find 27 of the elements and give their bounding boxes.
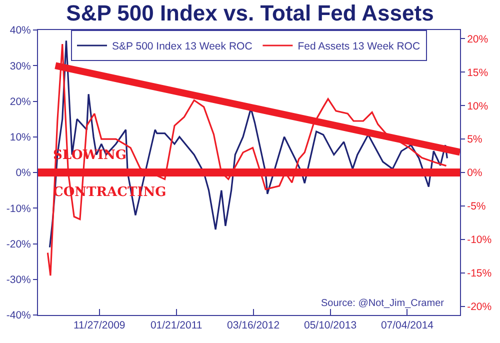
y2-tick-label: 10% xyxy=(467,100,488,112)
y-tick-label: -10% xyxy=(6,202,31,215)
legend-label: S&P 500 Index 13 Week ROC xyxy=(112,40,253,53)
y2-tick-label: -15% xyxy=(467,268,492,280)
y-tick-label: -20% xyxy=(6,238,31,250)
y2-tick-label: -20% xyxy=(467,300,492,313)
x-tick-label: 11/27/2009 xyxy=(74,320,126,332)
x-tick-label: 05/10/2013 xyxy=(304,320,357,332)
y-tick-label: 10% xyxy=(10,132,31,144)
y2-tick-label: 20% xyxy=(467,33,488,46)
y-tick-label: 30% xyxy=(10,60,31,72)
y-tick-label: 40% xyxy=(10,24,31,37)
x-tick-label: 07/04/2014 xyxy=(380,320,434,332)
chart-title: S&P 500 Index vs. Total Fed Assets xyxy=(66,0,434,26)
y2-tick-label: -5% xyxy=(467,200,486,213)
x-tick-label: 01/21/2011 xyxy=(150,320,202,332)
y-tick-label: -30% xyxy=(6,274,31,286)
annotation: Source: @Not_Jim_Cramer xyxy=(321,298,445,309)
y-tick-label: -40% xyxy=(6,310,31,322)
legend-label: Fed Assets 13 Week ROC xyxy=(298,40,420,53)
y2-tick-label: 5% xyxy=(467,134,482,146)
y-tick-label: 20% xyxy=(10,96,31,108)
x-tick-label: 03/16/2012 xyxy=(227,320,280,332)
y2-tick-label: -10% xyxy=(467,234,492,246)
y2-tick-label: 15% xyxy=(467,66,488,79)
y2-tick-label: 0% xyxy=(467,167,482,180)
y-tick-label: 0% xyxy=(16,167,31,180)
